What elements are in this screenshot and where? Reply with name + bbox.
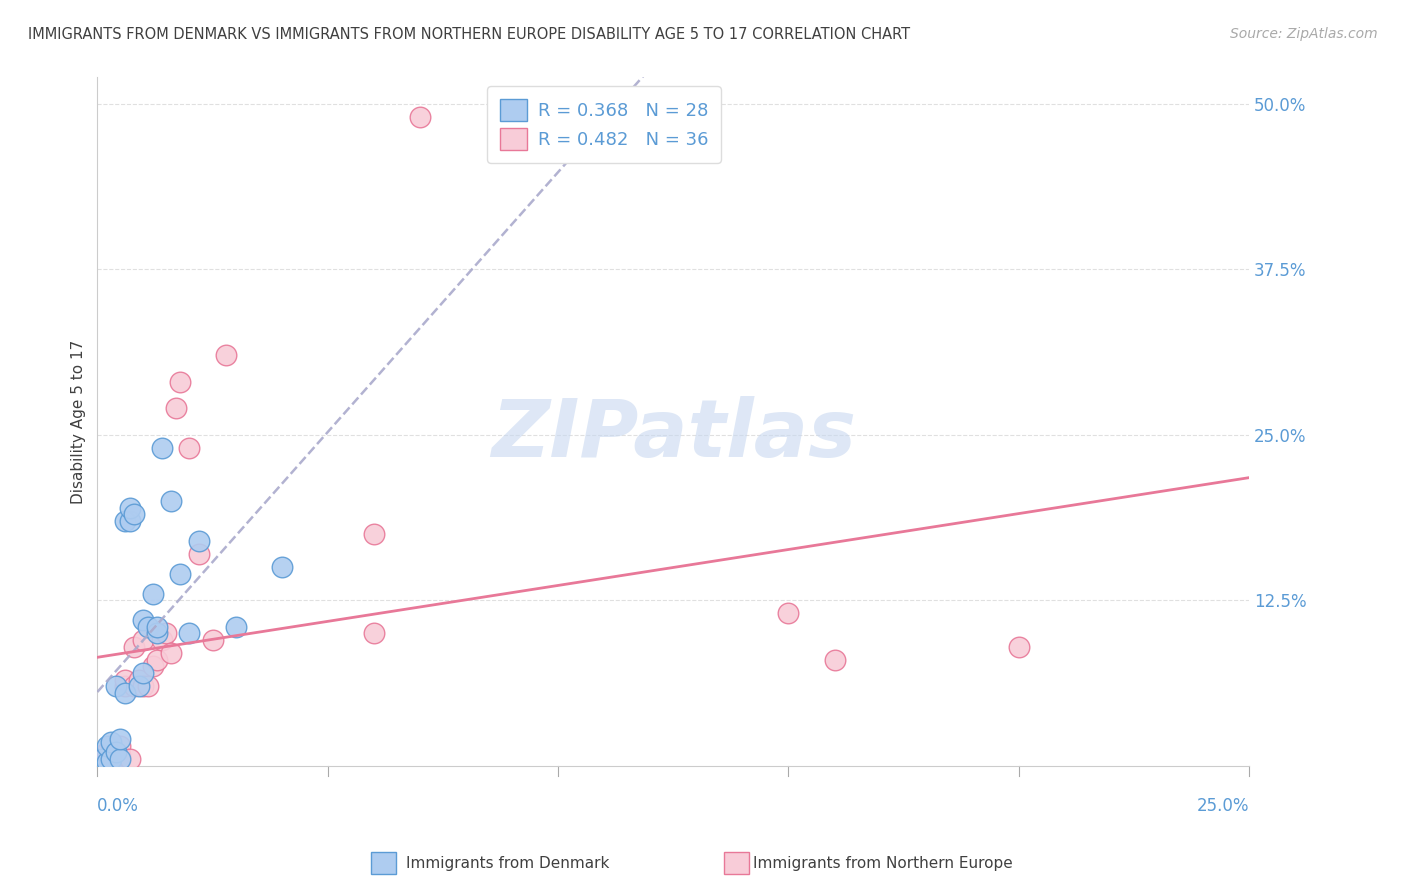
Point <box>778 607 800 621</box>
Text: Immigrants from Denmark: Immigrants from Denmark <box>406 855 609 871</box>
Point <box>169 375 191 389</box>
Point <box>363 626 385 640</box>
Point <box>114 686 136 700</box>
Point <box>104 679 127 693</box>
Point <box>100 752 122 766</box>
Text: Source: ZipAtlas.com: Source: ZipAtlas.com <box>1230 27 1378 41</box>
Point <box>179 626 201 640</box>
Point <box>91 747 114 762</box>
Point <box>122 679 145 693</box>
Point <box>160 494 183 508</box>
Point <box>132 613 155 627</box>
Point <box>104 752 127 766</box>
Text: ZIPatlas: ZIPatlas <box>491 396 856 475</box>
Point <box>114 514 136 528</box>
Point <box>132 665 155 680</box>
Point <box>110 752 132 766</box>
Point <box>128 679 150 693</box>
Point <box>118 752 141 766</box>
Point <box>155 626 177 640</box>
Point <box>146 626 169 640</box>
Point <box>96 746 118 760</box>
Point <box>187 547 209 561</box>
Text: IMMIGRANTS FROM DENMARK VS IMMIGRANTS FROM NORTHERN EUROPE DISABILITY AGE 5 TO 1: IMMIGRANTS FROM DENMARK VS IMMIGRANTS FR… <box>28 27 910 42</box>
Point <box>169 566 191 581</box>
Point <box>187 533 209 548</box>
Point <box>91 752 114 766</box>
Point <box>118 514 141 528</box>
Point <box>91 753 114 767</box>
Point <box>96 752 118 766</box>
Point <box>215 348 238 362</box>
Point <box>96 739 118 753</box>
Point <box>128 673 150 687</box>
Point <box>122 640 145 654</box>
Legend: R = 0.368   N = 28, R = 0.482   N = 36: R = 0.368 N = 28, R = 0.482 N = 36 <box>488 87 721 163</box>
Point <box>225 620 247 634</box>
Point <box>100 735 122 749</box>
Point <box>179 441 201 455</box>
Point <box>100 752 122 766</box>
Point <box>136 620 159 634</box>
Point <box>142 586 165 600</box>
Point <box>110 747 132 762</box>
Point <box>100 739 122 753</box>
Point <box>118 500 141 515</box>
Point <box>201 632 224 647</box>
Point <box>104 747 127 762</box>
Text: 25.0%: 25.0% <box>1197 797 1249 814</box>
Point <box>142 659 165 673</box>
Point <box>104 746 127 760</box>
Text: 0.0%: 0.0% <box>97 797 139 814</box>
Point <box>136 679 159 693</box>
Y-axis label: Disability Age 5 to 17: Disability Age 5 to 17 <box>72 340 86 504</box>
Point <box>1008 640 1031 654</box>
Point <box>96 755 118 769</box>
Point <box>132 632 155 647</box>
Point <box>146 620 169 634</box>
Point <box>150 632 173 647</box>
Point <box>132 679 155 693</box>
Point <box>165 401 187 416</box>
Point <box>114 679 136 693</box>
Point <box>110 732 132 747</box>
Point <box>122 507 145 521</box>
Text: Immigrants from Northern Europe: Immigrants from Northern Europe <box>754 855 1014 871</box>
Point <box>270 560 292 574</box>
Point <box>409 110 432 124</box>
Point <box>110 739 132 753</box>
Point <box>363 527 385 541</box>
Point <box>150 441 173 455</box>
Point <box>114 673 136 687</box>
Point <box>146 653 169 667</box>
Point <box>160 646 183 660</box>
Point <box>824 653 846 667</box>
